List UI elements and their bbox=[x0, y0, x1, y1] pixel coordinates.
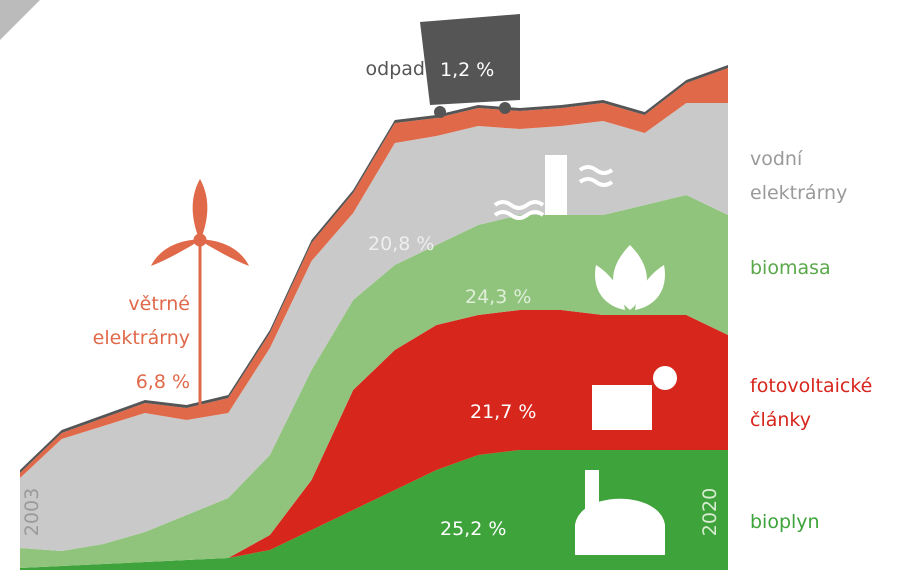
series-label: vodní elektrárny bbox=[750, 148, 847, 204]
share-label: 6,8 % bbox=[136, 371, 190, 393]
area bbox=[20, 310, 728, 568]
biogas-icon bbox=[575, 470, 665, 555]
biomass-icon bbox=[595, 245, 665, 310]
solar-icon bbox=[592, 366, 677, 430]
area bbox=[20, 68, 728, 478]
series-label: větrné elektrárny bbox=[93, 293, 190, 349]
labels: bioplyn fotovoltaické články biomasa vodní el… bbox=[21, 58, 872, 540]
x-tick-label: 2020 bbox=[699, 488, 721, 536]
share-label: 20,8 % bbox=[368, 233, 434, 255]
series-label: biomasa bbox=[750, 257, 831, 279]
area bbox=[20, 195, 728, 568]
areas bbox=[20, 65, 728, 570]
series-label: odpad bbox=[366, 58, 425, 80]
series-label: fotovoltaické články bbox=[750, 375, 872, 431]
hydro-icon bbox=[493, 155, 614, 220]
series-label: bioplyn bbox=[750, 511, 820, 533]
share-label: 24,3 % bbox=[465, 286, 531, 308]
share-label: 25,2 % bbox=[440, 518, 506, 540]
area bbox=[20, 450, 728, 570]
waste-bin-icon bbox=[420, 14, 520, 118]
corner bbox=[0, 0, 40, 40]
share-label: 21,7 % bbox=[470, 401, 536, 423]
x-tick-label: 2003 bbox=[21, 488, 43, 536]
share-label: 1,2 % bbox=[440, 59, 494, 81]
wind-turbine-icon bbox=[150, 178, 250, 405]
